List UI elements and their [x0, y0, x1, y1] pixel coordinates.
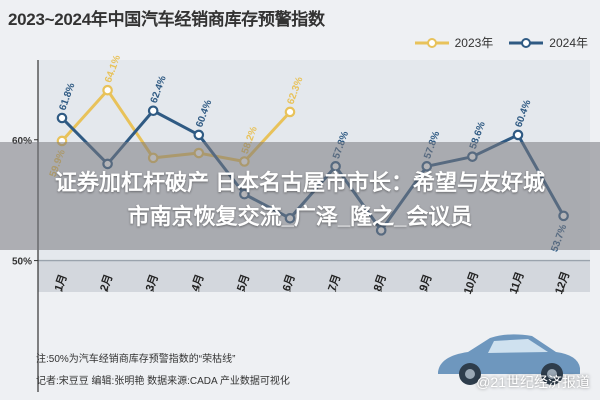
legend-swatch-2023 — [414, 37, 449, 48]
watermark: @21世纪经济报道 — [476, 374, 590, 390]
data-point — [512, 129, 524, 141]
x-tick-label: 6月 — [280, 273, 298, 294]
x-tick-label: 7月 — [325, 273, 343, 294]
legend: 2023年 2024年 — [399, 34, 588, 51]
legend-label-2024: 2024年 — [549, 36, 588, 50]
legend-swatch-2024 — [509, 37, 544, 48]
x-tick-label: 3月 — [143, 273, 161, 294]
x-tick-label: 9月 — [416, 273, 434, 294]
data-point — [193, 129, 205, 141]
news-overlay-line-2: 市南京恢复交流_广泽_隆之_会议员 — [127, 204, 473, 229]
x-tick-label: 1月 — [52, 273, 70, 294]
news-overlay-text[interactable]: 证券加杠杆破产 日本名古屋市市长：希望与友好城 市南京恢复交流_广泽_隆之_会议… — [10, 166, 590, 234]
news-overlay-banner — [0, 142, 600, 250]
data-point — [284, 106, 296, 118]
credits: 记者:宋豆豆 编辑:张明艳 数据来源:CADA 产业数据可视化 — [36, 376, 290, 387]
legend-item-2023: 2023年 — [413, 34, 494, 51]
x-tick-label: 2月 — [97, 273, 115, 294]
data-point — [102, 84, 113, 96]
x-tick-label: 8月 — [371, 273, 389, 294]
y-tick-label: 60% — [12, 136, 32, 147]
car-illustration — [438, 334, 580, 385]
news-overlay-line-1: 证券加杠杆破产 日本名古屋市市长：希望与友好城 — [54, 170, 546, 195]
x-tick-label: 5月 — [234, 273, 252, 294]
data-point — [147, 105, 159, 117]
x-tick-label: 4月 — [188, 273, 206, 294]
data-point — [56, 112, 68, 124]
legend-label-2023: 2023年 — [454, 36, 494, 50]
legend-item-2024: 2024年 — [507, 34, 588, 51]
chart-title: 2023~2024年中国汽车经销商库存预警指数 — [8, 10, 325, 29]
y-tick-label: 50% — [12, 257, 32, 268]
below-threshold-band — [38, 260, 590, 292]
footnote: 注:50%为汽车经销商库存预警指数的“荣枯线” — [36, 354, 236, 365]
